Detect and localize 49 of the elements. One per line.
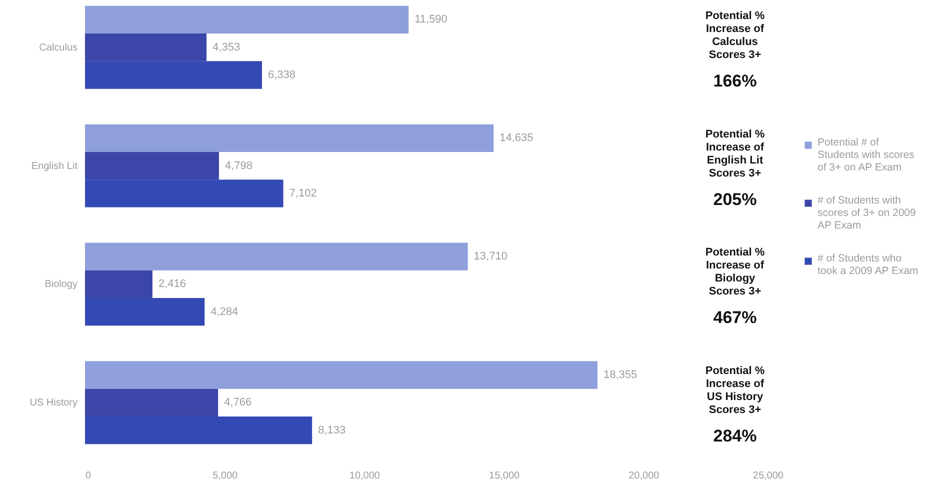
bar — [85, 242, 468, 270]
data-label: 13,710 — [474, 250, 508, 263]
annotation: Increase of — [706, 260, 764, 272]
legend-label: # of Students who took a 2009 AP Exam — [818, 252, 919, 277]
bar — [85, 6, 409, 34]
annotation: 467% — [713, 308, 757, 328]
annotation: Potential % — [705, 128, 765, 140]
x-tick-label: 15,000 — [489, 470, 520, 482]
x-tick-label: 25,000 — [752, 470, 784, 482]
text: Calculus — [39, 42, 78, 54]
annotation: Potential % — [705, 246, 765, 259]
x-tick-label: 10,000 — [349, 470, 380, 482]
bar — [85, 361, 598, 389]
annotation: Increase of — [706, 378, 764, 390]
data-label: 14,635 — [500, 132, 534, 144]
data-label: 6,338 — [268, 69, 296, 81]
text: English Lit — [31, 160, 78, 172]
data-label: 4,766 — [224, 396, 252, 409]
annotation: Scores 3+ — [708, 167, 762, 180]
x-tick-label: 20,000 — [628, 470, 660, 482]
data-label: 8,133 — [318, 424, 346, 436]
x-tick-label: 5,000 — [212, 470, 238, 482]
y-tick-label: Biology — [714, 272, 756, 285]
data-label: 11,590 — [414, 14, 448, 26]
data-label: 7,102 — [289, 187, 317, 200]
data-label: 4,353 — [212, 41, 240, 54]
data-label: 2,416 — [158, 278, 186, 290]
y-tick-label: US History — [706, 391, 764, 404]
annotation: Scores 3+ — [708, 286, 762, 298]
text: US History — [30, 398, 78, 409]
annotation: 166% — [713, 71, 757, 90]
x-tick-label: 0 — [86, 470, 92, 482]
data-label: 4,798 — [224, 160, 252, 172]
annotation: 284% — [713, 426, 757, 446]
annotation: Potential % — [705, 10, 765, 22]
y-tick-label: English Lit — [706, 154, 764, 166]
data-label: 18,355 — [603, 369, 638, 381]
data-label: 4,284 — [210, 306, 238, 318]
bar — [85, 124, 494, 152]
annotation: Potential % — [705, 365, 765, 378]
text: Biology — [44, 279, 78, 290]
y-tick-label: Calculus — [712, 36, 758, 48]
annotation: Scores 3+ — [708, 404, 762, 416]
legend-label: # of Students with scores of 3+ on 2009 AP Exam — [818, 194, 916, 232]
annotation: Increase of — [706, 141, 764, 154]
annotation: Scores 3+ — [708, 48, 762, 61]
legend-label: Potential # of Students with scores of 3+ on AP Exam — [818, 136, 914, 174]
annotation: Increase of — [706, 22, 764, 35]
annotation: 205% — [713, 190, 757, 209]
